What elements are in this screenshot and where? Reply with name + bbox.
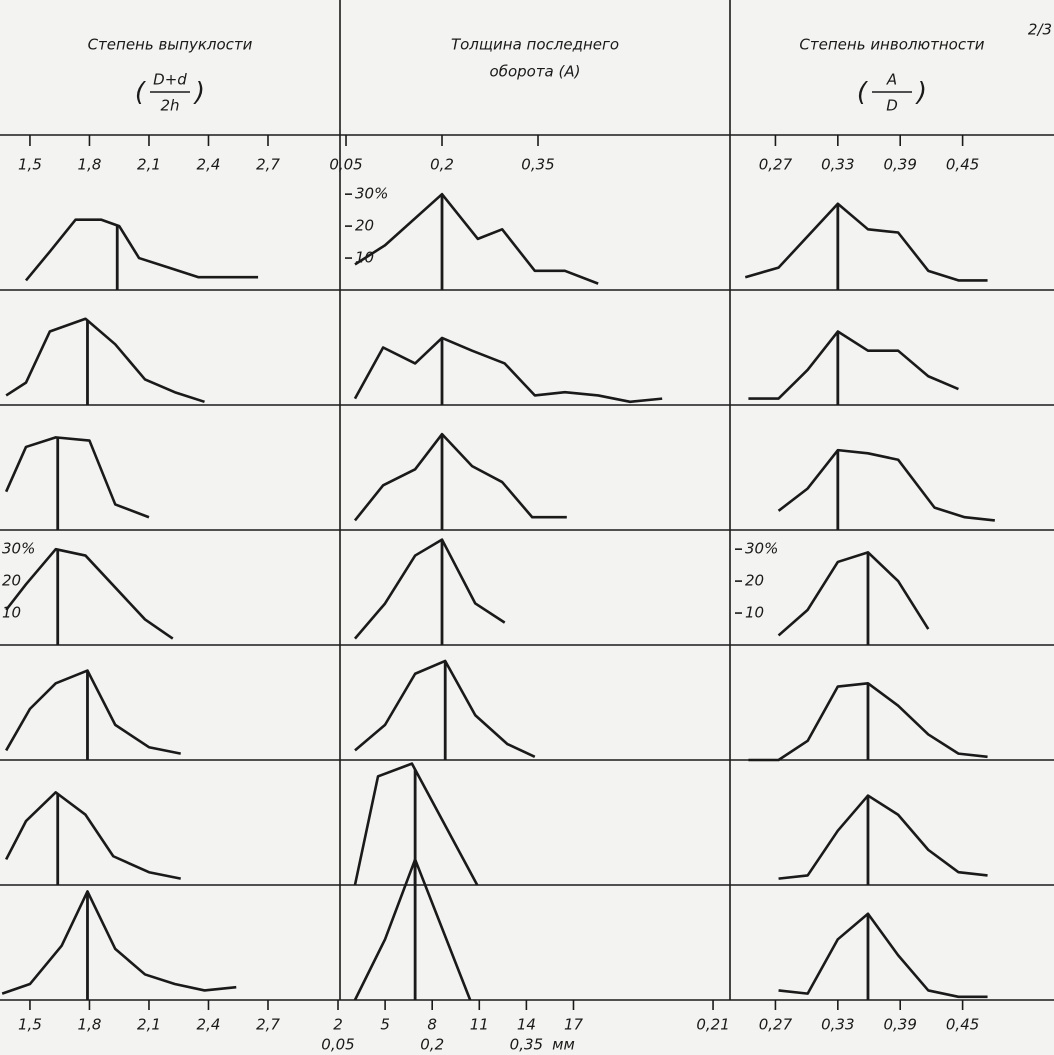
x2-tick-label: 11 (470, 1016, 489, 1034)
x2-tick-label: 5 (380, 1016, 390, 1034)
x-tick-label: 1,8 (78, 156, 102, 174)
column-title: Толщина последнего (451, 36, 619, 54)
formula-numerator: D+d (153, 71, 187, 89)
y-tick-label: 10 (2, 604, 21, 622)
formula-paren: ( (857, 78, 869, 108)
x2-sublabel: 0,35 (510, 1036, 543, 1054)
x2-tick-label: 14 (517, 1016, 536, 1034)
x-tick-label: 2,1 (137, 156, 161, 174)
frequency-polygon (4, 791, 181, 880)
x2-tick-label: 8 (427, 1016, 437, 1034)
y-tick-label: 20 (2, 572, 21, 590)
x-tick-label: 2,1 (137, 1016, 161, 1034)
x-tick-label: 0,27 (759, 156, 793, 174)
frequency-polygon (24, 218, 259, 282)
x-tick-label: 0,35 (521, 156, 554, 174)
frequency-polygon (353, 336, 663, 404)
frequency-polygon (744, 202, 988, 282)
frequency-polygon (5, 547, 174, 640)
x-tick-label: 1,8 (78, 1016, 102, 1034)
x-tick-label: 2,7 (256, 156, 280, 174)
x-tick-label: 0,45 (946, 156, 979, 174)
x-tick-label: 0,39 (884, 1016, 917, 1034)
x-tick-label: 2,4 (197, 1016, 221, 1034)
y-tick-label: 30% (355, 185, 388, 203)
frequency-polygon (777, 448, 995, 522)
x2-unit: мм (552, 1036, 575, 1054)
column-title: Степень инволютности (799, 36, 984, 54)
x2-sublabel: 0,2 (420, 1036, 444, 1054)
frequency-polygon (353, 432, 567, 522)
formula-numerator: A (886, 71, 897, 89)
x2-tick-label: 17 (564, 1016, 584, 1034)
x-tick-label: 0,33 (821, 1016, 854, 1034)
frequency-polygon (1, 890, 237, 995)
formula-paren: ) (193, 78, 205, 108)
x-tick-label: 0,27 (759, 1016, 793, 1034)
x-tick-label: 0,21 (696, 1016, 729, 1034)
x-tick-label: 0,33 (821, 156, 854, 174)
y-tick-label: 10 (745, 604, 764, 622)
frequency-polygon (777, 551, 930, 637)
x-tick-label: 1,5 (18, 1016, 42, 1034)
x-tick-label: 2,4 (197, 156, 221, 174)
y-tick-label: 20 (745, 572, 764, 590)
x-tick-label: 1,5 (18, 156, 42, 174)
x-tick-label: 2,7 (256, 1016, 280, 1034)
x-tick-label: 0,45 (946, 1016, 979, 1034)
frequency-polygon (748, 330, 959, 400)
formula-denominator: D (886, 97, 898, 115)
x2-tick-label: 2 (333, 1016, 343, 1034)
x-tick-label: 0,05 (329, 156, 362, 174)
formula-denominator: 2h (160, 97, 179, 115)
frequency-polygon (353, 858, 472, 1001)
frequency-polygon (778, 912, 988, 999)
frequency-polygon (4, 436, 150, 519)
x-tick-label: 0,2 (430, 156, 454, 174)
column-title: Степень выпуклости (88, 36, 253, 54)
corner-note: 2/3 (1028, 21, 1052, 39)
formula-paren: ) (915, 78, 927, 108)
y-tick-label: 30% (2, 540, 35, 558)
x-tick-label: 0,39 (884, 156, 917, 174)
formula-paren: ( (135, 78, 147, 108)
frequency-polygon (354, 192, 599, 285)
frequency-polygon (353, 762, 479, 886)
frequency-polygon (353, 538, 506, 640)
column-title: оборота (A) (490, 63, 581, 81)
frequency-polygon (778, 794, 988, 880)
y-tick-label: 30% (745, 540, 778, 558)
y-tick-label: 20 (355, 217, 374, 235)
frequency-polygon (5, 317, 205, 404)
x2-sublabel: 0,05 (321, 1036, 354, 1054)
frequency-polygon (5, 669, 181, 755)
